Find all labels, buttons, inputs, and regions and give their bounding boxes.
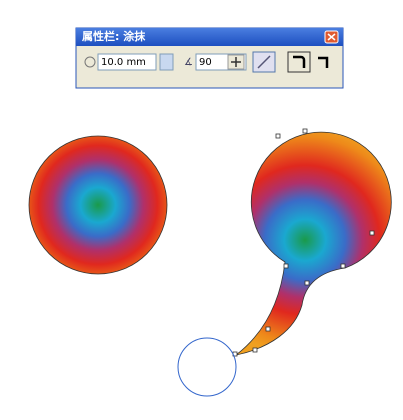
- sharp-icon[interactable]: [318, 56, 329, 68]
- size-spinner[interactable]: [159, 53, 174, 71]
- size-icon: [84, 56, 96, 68]
- toolbar-title: 属性栏: 涂抹: [82, 29, 146, 43]
- nodes: [232, 128, 375, 357]
- property-bar: 属性栏: 涂抹 10.0 mm ∡ 90: [75, 27, 344, 89]
- size-input[interactable]: [97, 53, 157, 71]
- smeared-shape: [232, 128, 392, 357]
- pen-icon: [257, 55, 271, 69]
- title-bar: [76, 28, 343, 46]
- gradient-circle: [28, 135, 168, 275]
- smooth-icon: [293, 55, 306, 68]
- spinner-icon: [231, 57, 241, 67]
- smooth-button[interactable]: [287, 51, 311, 73]
- size-value: 10.0 mm: [101, 57, 146, 68]
- brush-cursor: [177, 337, 237, 397]
- close-icon: [327, 33, 336, 41]
- angle-value: 90: [199, 57, 212, 68]
- smeared-fill: [235, 131, 392, 356]
- angle-icon: ∡: [184, 57, 193, 68]
